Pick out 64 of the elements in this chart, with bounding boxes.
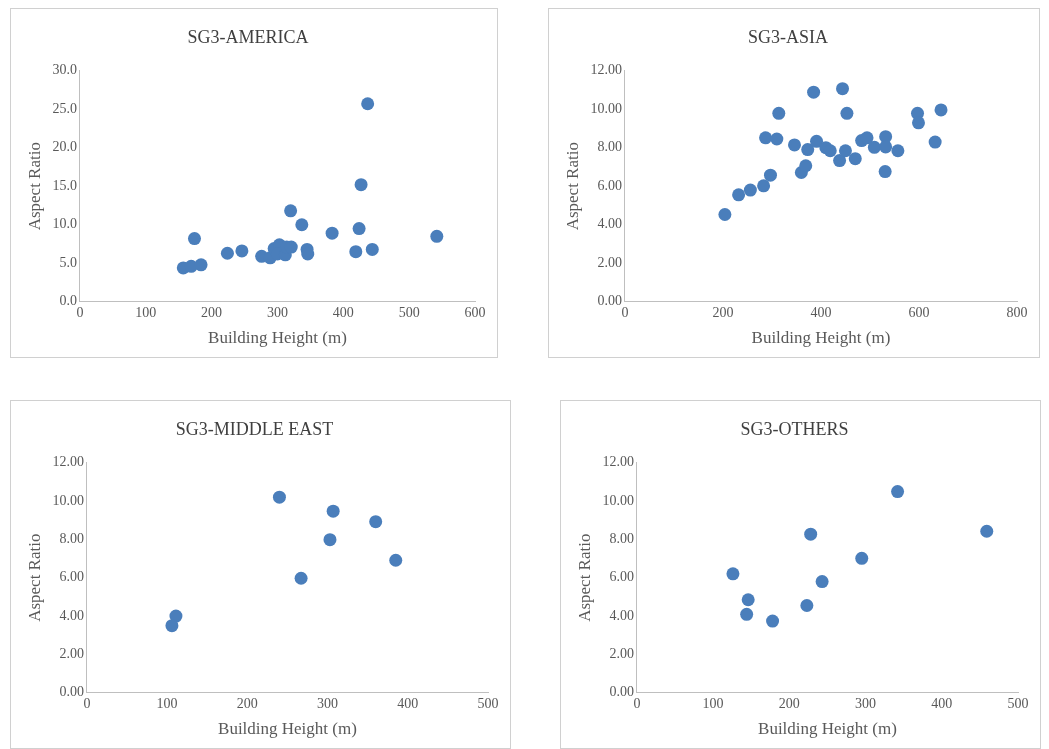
x-tick-label: 200 [778, 695, 800, 711]
y-tick-label: 8.00 [609, 531, 634, 547]
y-tick-label: 6.00 [609, 569, 634, 585]
x-axis-title: Building Height (m) [751, 328, 891, 348]
x-tick-label: 200 [201, 304, 223, 320]
y-tick-label: 4.00 [609, 607, 634, 623]
y-tick-label: 2.00 [597, 254, 622, 270]
x-tick-label: 100 [135, 304, 157, 320]
x-tick-label: 400 [332, 304, 354, 320]
y-tick-label: 8.00 [597, 139, 622, 155]
y-tick-label: 10.00 [590, 100, 622, 116]
chart-title: SG3-MIDDLE EAST [175, 418, 334, 439]
y-axis-title: Aspect Ratio [562, 142, 582, 231]
x-tick-label: 0 [633, 695, 641, 711]
y-tick-label: 30.0 [52, 62, 77, 78]
y-axis-title: Aspect Ratio [24, 142, 44, 231]
y-tick-label: 4.00 [597, 216, 622, 232]
x-tick-label: 400 [397, 695, 419, 711]
x-tick-label: 300 [855, 695, 877, 711]
x-tick-label: 300 [317, 695, 339, 711]
y-tick-label: 0.0 [59, 293, 77, 309]
y-tick-label: 25.0 [52, 100, 77, 116]
y-tick-label: 8.00 [59, 531, 84, 547]
chart-title: SG3-OTHERS [740, 418, 849, 439]
x-axis-title: Building Height (m) [208, 328, 347, 348]
x-tick-label: 800 [1006, 304, 1028, 320]
x-tick-label: 0 [76, 304, 84, 320]
y-tick-label: 0.00 [609, 684, 634, 700]
y-tick-label: 20.0 [52, 139, 77, 155]
x-tick-label: 600 [464, 304, 486, 320]
y-tick-label: 12.00 [52, 454, 84, 470]
y-tick-label: 10.0 [52, 216, 77, 232]
x-tick-label: 500 [477, 695, 499, 711]
y-axis-title: Aspect Ratio [574, 533, 594, 622]
x-tick-label: 600 [908, 304, 930, 320]
y-tick-label: 10.00 [602, 492, 634, 508]
chart-title: SG3-ASIA [747, 26, 829, 47]
x-tick-label: 300 [266, 304, 288, 320]
y-tick-label: 0.00 [59, 684, 84, 700]
x-axis-title: Building Height (m) [758, 719, 897, 739]
y-tick-label: 2.00 [59, 646, 84, 662]
x-tick-label: 500 [398, 304, 420, 320]
y-tick-label: 10.00 [52, 492, 84, 508]
x-tick-label: 100 [156, 695, 178, 711]
y-tick-label: 6.00 [59, 569, 84, 585]
x-tick-label: 0 [83, 695, 91, 711]
x-tick-label: 0 [621, 304, 629, 320]
x-axis-title: Building Height (m) [218, 719, 357, 739]
y-tick-label: 15.0 [52, 177, 77, 193]
y-tick-label: 4.00 [59, 607, 84, 623]
x-tick-label: 200 [236, 695, 258, 711]
y-tick-label: 12.00 [602, 454, 634, 470]
y-tick-label: 5.0 [59, 254, 77, 270]
y-tick-label: 6.00 [597, 177, 622, 193]
x-tick-label: 400 [810, 304, 832, 320]
chart-title: SG3-AMERICA [187, 26, 309, 47]
y-axis-title: Aspect Ratio [24, 533, 44, 622]
x-tick-label: 400 [931, 695, 953, 711]
x-tick-label: 100 [702, 695, 724, 711]
y-tick-label: 0.00 [597, 293, 622, 309]
y-tick-label: 2.00 [609, 646, 634, 662]
x-tick-label: 200 [712, 304, 734, 320]
y-tick-label: 12.00 [590, 62, 622, 78]
x-tick-label: 500 [1007, 695, 1029, 711]
